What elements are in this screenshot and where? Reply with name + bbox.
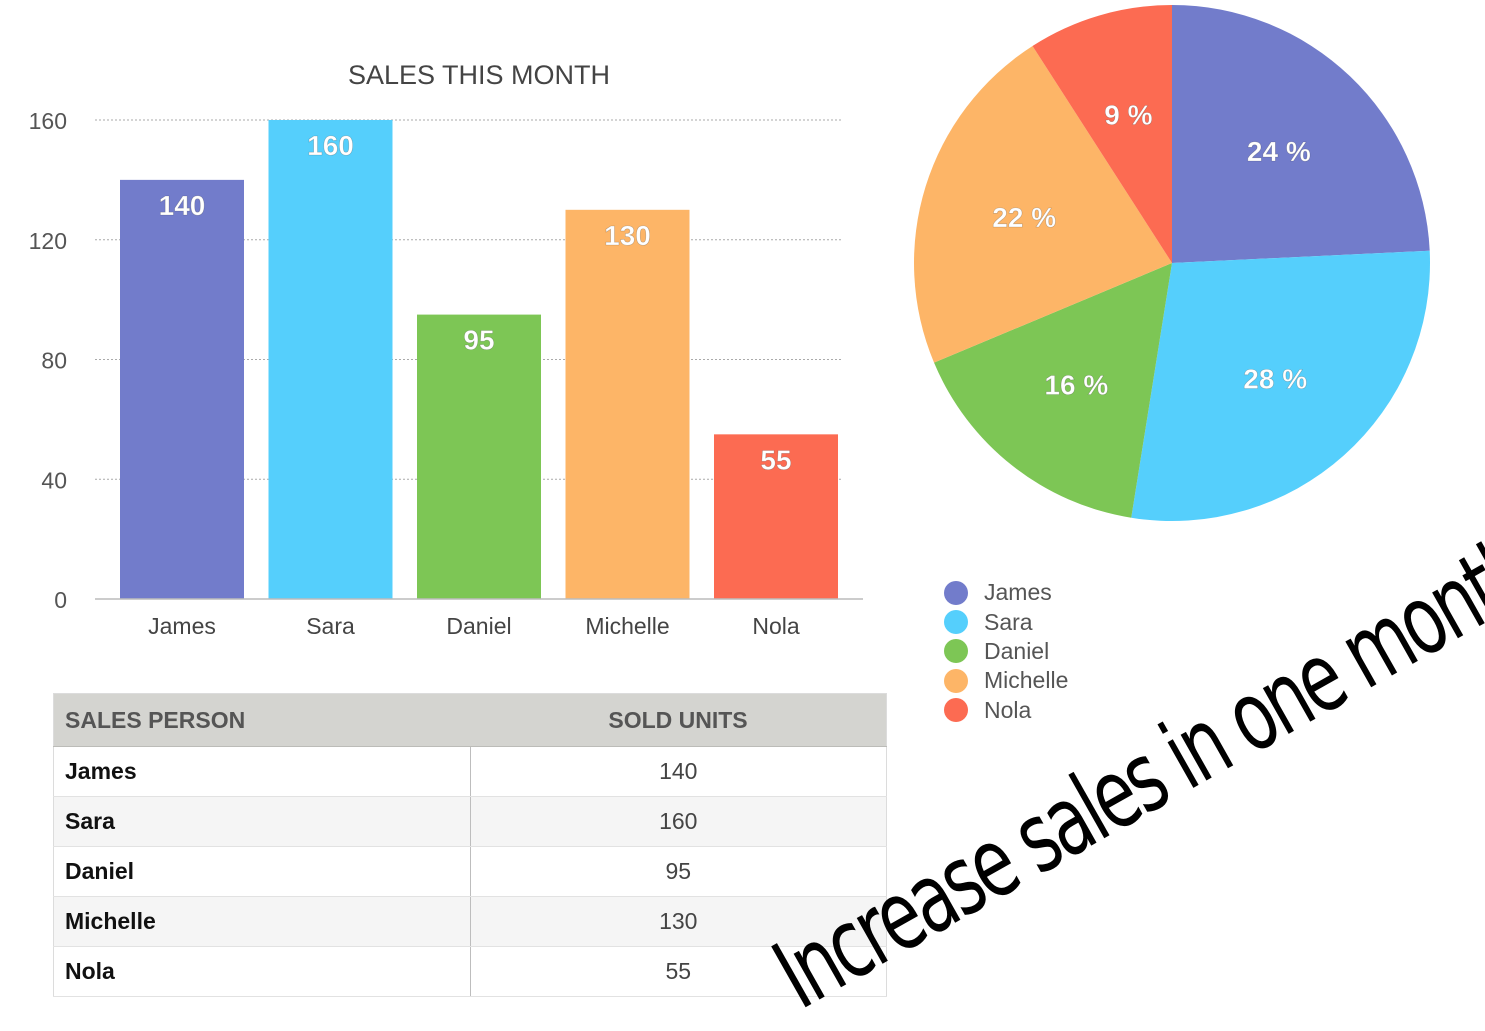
pie-labels: 24 % 28 % 16 % 22 % 9 % — [992, 99, 1311, 401]
y-tick-label: 80 — [41, 348, 67, 374]
cell-sold-units: 130 — [470, 896, 887, 947]
cell-sales-person: Michelle — [53, 896, 471, 947]
pie-value-label: 22 % — [992, 202, 1056, 233]
legend-label: Nola — [984, 696, 1032, 723]
bar-value-label: 95 — [463, 325, 494, 356]
legend-swatch — [944, 698, 968, 723]
cell-sold-units: 95 — [470, 846, 887, 897]
legend-label: Sara — [984, 608, 1033, 635]
legend-swatch — [944, 639, 968, 664]
pie-slices — [914, 5, 1430, 521]
bar-value-label: 55 — [760, 444, 791, 475]
x-axis-labels: James Sara Daniel Michelle Nola — [148, 613, 800, 639]
bar-value-label: 160 — [307, 130, 354, 161]
cell-sold-units: 160 — [470, 796, 887, 847]
legend-label: Michelle — [984, 667, 1069, 694]
bar — [714, 434, 838, 599]
legend-item: Sara — [944, 607, 1068, 636]
legend-label: James — [984, 579, 1052, 606]
bar-chart-title: SALES THIS MONTH — [348, 60, 610, 90]
pie-legend: James Sara Daniel Michelle Nola — [944, 578, 1068, 725]
y-tick-label: 40 — [41, 467, 67, 493]
sales-table: SALES PERSON SOLD UNITS James 140 Sara 160… — [53, 693, 887, 997]
legend-item: Daniel — [944, 637, 1068, 666]
pie-value-label: 28 % — [1243, 363, 1307, 394]
legend-item: James — [944, 578, 1068, 607]
x-tick-label: Daniel — [446, 613, 511, 639]
bar — [565, 209, 690, 599]
bar-chart: SALES THIS MONTH 0 40 80 120 160 140 160 95 130… — [29, 60, 863, 639]
column-header-sales-person: SALES PERSON — [53, 693, 470, 747]
y-tick-label: 120 — [29, 228, 67, 254]
legend-swatch — [944, 668, 968, 693]
bar — [120, 179, 244, 599]
legend-label: Daniel — [984, 637, 1050, 664]
legend-swatch — [944, 580, 968, 605]
cell-sales-person: Nola — [53, 946, 471, 997]
table-row: Daniel 95 — [53, 846, 887, 897]
cell-sold-units: 55 — [470, 946, 887, 997]
cell-sales-person: James — [53, 746, 471, 797]
column-header-sold-units: SOLD UNITS — [470, 693, 887, 747]
pie-value-label: 24 % — [1247, 136, 1311, 167]
cell-sold-units: 140 — [470, 746, 887, 797]
bar-value-label: 140 — [159, 190, 206, 221]
y-tick-label: 0 — [54, 587, 67, 613]
table-row: Nola 55 — [53, 946, 887, 997]
pie-slice — [1032, 5, 1172, 263]
x-tick-label: Nola — [752, 613, 800, 639]
pie-slice — [1131, 250, 1430, 521]
pie-slice — [1172, 5, 1430, 263]
table-header-row: SALES PERSON SOLD UNITS — [53, 693, 887, 747]
cell-sales-person: Daniel — [53, 846, 471, 897]
y-axis-ticks: 0 40 80 120 160 — [29, 108, 67, 613]
pie-value-label: 9 % — [1104, 99, 1152, 130]
cell-sales-person: Sara — [53, 796, 471, 847]
bar-value-label: 130 — [604, 220, 651, 251]
bar — [268, 120, 393, 599]
x-tick-label: Sara — [306, 613, 355, 639]
x-tick-label: James — [148, 613, 216, 639]
y-tick-label: 160 — [29, 108, 67, 134]
x-tick-label: Michelle — [585, 613, 669, 639]
table-row: Sara 160 — [53, 796, 887, 847]
legend-swatch — [944, 610, 968, 635]
bars: 140 160 95 130 55 — [120, 120, 838, 599]
legend-item: Nola — [944, 696, 1068, 725]
pie-slice — [934, 263, 1172, 518]
pie-slice — [914, 45, 1172, 363]
bar — [417, 314, 541, 599]
table-row: James 140 — [53, 746, 887, 797]
table-row: Michelle 130 — [53, 896, 887, 947]
legend-item: Michelle — [944, 666, 1068, 695]
pie-value-label: 16 % — [1044, 370, 1108, 401]
pie-chart: 24 % 28 % 16 % 22 % 9 % — [914, 5, 1430, 521]
